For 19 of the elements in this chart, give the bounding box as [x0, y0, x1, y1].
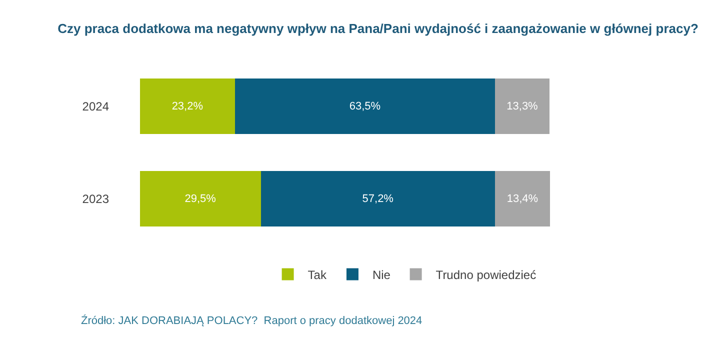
bar — [495, 171, 550, 226]
data-label: 13,3% — [506, 100, 538, 112]
data-label: 13,4% — [506, 192, 538, 205]
bar — [495, 78, 550, 134]
legend-label: Trudno powiedzieć — [436, 268, 536, 282]
bar — [260, 171, 496, 226]
y-tick-label: 2024 — [82, 99, 110, 114]
data-label: 29,5% — [184, 192, 216, 205]
bar — [140, 171, 261, 226]
legend-label: Nie — [372, 268, 391, 282]
data-label: 63,5% — [349, 100, 381, 112]
bar — [235, 78, 496, 134]
text: Źródło: JAK DORABIAJĄ POLACY? Raport o pracy dodatkowej 2024 — [81, 314, 422, 327]
data-label: 57,2% — [362, 192, 394, 205]
legend-label: Tak — [308, 268, 328, 282]
data-label: 23,2% — [172, 100, 204, 112]
bar — [140, 78, 236, 134]
y-tick-label: 2023 — [82, 192, 110, 206]
chart-title: Czy praca dodatkowa ma negatywny wpływ na Pana/Pani wydajność i zaangażowanie w głównej pracy? — [58, 20, 698, 36]
